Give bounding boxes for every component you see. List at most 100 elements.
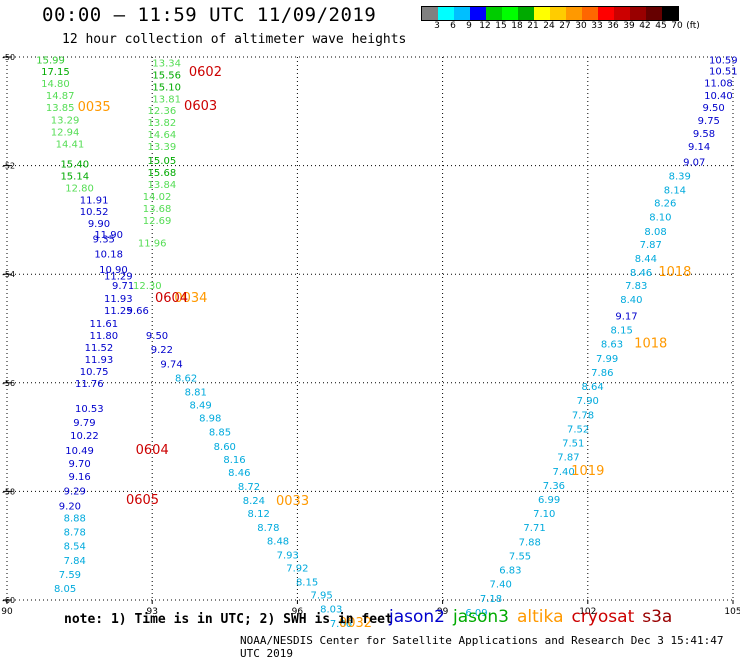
wave-height-label: 8.62 [175,373,197,384]
wave-height-label: 7.71 [523,523,545,534]
credit: NOAA/NESDIS Center for Satellite Applica… [240,634,724,660]
colorbar-label: 70 [671,21,683,31]
wave-height-label: 12.69 [143,216,172,227]
wave-height-label: 8.39 [669,171,691,182]
wave-height-label: 13.81 [152,94,181,105]
grid-layer [6,56,734,601]
wave-height-label: 10.52 [80,207,109,218]
tick-layer: 90 93 96 99 102 105 -50 -52 -54 -56 -58 -60 [1,53,740,617]
legend-altika: altika [517,607,564,627]
wave-height-label: 17.15 [41,67,70,78]
colorbar-label: 9 [466,21,472,31]
time-label: 0604 [136,443,169,458]
colorbar-swatch [662,7,678,20]
colorbar-swatch [454,7,470,20]
wave-height-label: 13.39 [148,142,177,153]
wave-height-label: 8.24 [243,496,265,507]
wave-height-label: 12.36 [148,106,177,117]
wave-height-label: 9.07 [683,157,705,168]
time-label: 1018 [658,265,691,280]
time-label: 0604 [155,291,188,306]
time-label: 0032 [339,616,372,631]
wave-height-label: 7.59 [59,570,81,581]
wave-height-label: 8.64 [582,382,604,393]
wave-height-label: 15.56 [152,70,181,81]
colorbar-swatch [486,7,502,20]
wave-height-label: 7.51 [562,439,584,450]
colorbar-label: 24 [543,21,555,31]
colorbar-swatch [630,7,646,20]
colorbar-swatch [518,7,534,20]
wave-height-label: 9.50 [703,103,725,114]
colorbar-swatch [614,7,630,20]
x-tick-label: 99 [437,607,449,617]
wave-height-label: 10.22 [70,431,99,442]
y-tick-label: -52 [2,162,15,171]
wave-height-label: 8.81 [185,387,207,398]
wave-height-label: 7.86 [591,368,613,379]
colorbar-label: 3 [434,21,440,31]
wave-height-label: 8.63 [601,340,623,351]
wave-height-label: 15.14 [60,171,89,182]
x-tick-label: 93 [146,607,157,617]
y-tick-label: -54 [2,270,15,279]
time-label: 0033 [276,494,309,509]
wave-height-label: 9.16 [68,472,90,483]
wave-height-label: 7.52 [567,424,589,435]
wave-height-label: 8.54 [64,542,86,553]
wave-height-label: 8.10 [649,213,671,224]
wave-height-label: 6.99 [538,495,560,506]
wave-height-label: 14.80 [41,79,70,90]
legend-s3a: s3a [642,607,673,627]
wave-height-label: 8.49 [189,401,211,412]
wave-height-label: 8.72 [238,482,260,493]
wave-height-label: 6.09 [465,608,487,619]
wave-height-label: 8.60 [214,442,236,453]
wave-height-label: 9.17 [615,311,637,322]
x-tick-label: 102 [579,607,596,617]
colorbar-swatch [470,7,486,20]
colorbar-swatch [598,7,614,20]
wave-height-label: 9.90 [88,219,110,230]
page-subtitle: 12 hour collection of altimeter wave hei… [62,32,407,47]
time-label: 0035 [78,100,111,115]
colorbar-label: 12 [479,21,491,31]
wave-height-label: 8.16 [223,455,245,466]
wave-height-label: 7.92 [286,563,308,574]
wave-height-label: 11.61 [89,319,118,330]
wave-height-label: 8.15 [296,578,318,589]
wave-height-label: 10.75 [80,367,109,378]
wave-height-label: 6.83 [499,566,521,577]
wave-height-label: 14.87 [46,91,75,102]
wave-height-label: 9.35 [93,234,115,245]
time-label: 1019 [571,464,604,479]
wave-height-label: 8.40 [620,295,642,306]
wave-height-label: 11.91 [80,195,109,206]
wave-height-label: 9.71 [112,281,134,292]
legend-jason2: jason2 [389,607,445,627]
wave-height-label: 11.52 [85,343,114,354]
x-tick-label: 96 [292,607,304,617]
wave-height-label: 8.48 [267,536,289,547]
wave-height-label: 10.51 [709,67,738,78]
wave-height-label: 8.78 [64,528,86,539]
wave-height-label: 10.18 [94,250,123,261]
colorbar-label: 30 [575,21,587,31]
wave-height-label: 7.83 [625,281,647,292]
colorbar-label: (ft) [686,21,700,31]
wave-height-label: 11.90 [94,230,123,241]
wave-height-label: 8.08 [644,227,666,238]
colorbar-label: 18 [511,21,523,31]
colorbar [421,6,679,21]
wave-height-label: 9.75 [698,116,720,127]
wave-height-label: 7.84 [64,556,86,567]
wave-height-label: 7.40 [490,580,512,591]
wave-height-label: 15.40 [60,159,89,170]
wave-height-label: 7.40 [552,467,574,478]
wave-height-label: 7.55 [509,551,531,562]
wave-height-label: 8.03 [320,605,342,616]
time-label: 0602 [189,65,222,80]
colorbar-labels: 3 6 9 12 15 18 21 24 27 30 33 36 39 42 45 70 (ft) [421,21,740,35]
wave-height-label: 10.90 [99,265,128,276]
legend-cryosat: cryosat [571,607,635,627]
